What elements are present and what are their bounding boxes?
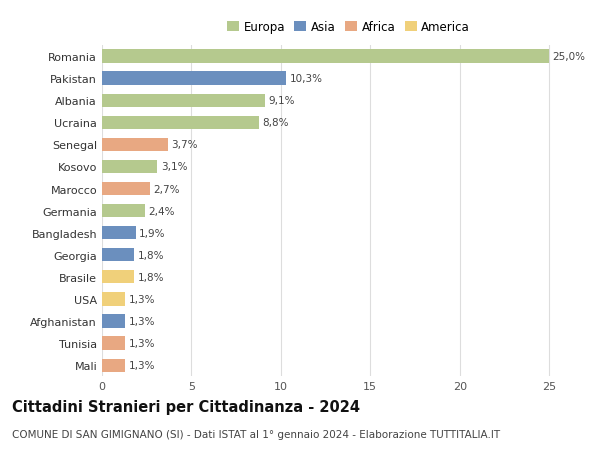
Bar (102, 161, 157, 174)
Text: 3,1%: 3,1% (161, 162, 187, 172)
Bar (102, 293, 125, 306)
Text: 1,9%: 1,9% (139, 228, 166, 238)
Text: 2,7%: 2,7% (154, 184, 180, 194)
Bar (102, 205, 145, 218)
Bar (102, 183, 150, 196)
Text: 1,3%: 1,3% (128, 294, 155, 304)
Text: 25,0%: 25,0% (553, 52, 586, 62)
Text: COMUNE DI SAN GIMIGNANO (SI) - Dati ISTAT al 1° gennaio 2024 - Elaborazione TUTT: COMUNE DI SAN GIMIGNANO (SI) - Dati ISTA… (12, 429, 500, 439)
Legend: Europa, Asia, Africa, America: Europa, Asia, Africa, America (224, 19, 472, 36)
Bar (102, 337, 125, 350)
Text: 1,3%: 1,3% (128, 338, 155, 348)
Bar (102, 359, 125, 372)
Text: 1,8%: 1,8% (137, 250, 164, 260)
Bar (102, 73, 286, 85)
Text: 2,4%: 2,4% (148, 206, 175, 216)
Bar (102, 50, 549, 63)
Text: 10,3%: 10,3% (289, 74, 322, 84)
Text: Cittadini Stranieri per Cittadinanza - 2024: Cittadini Stranieri per Cittadinanza - 2… (12, 399, 360, 414)
Text: 1,8%: 1,8% (137, 272, 164, 282)
Bar (102, 315, 125, 328)
Text: 1,3%: 1,3% (128, 316, 155, 326)
Bar (102, 227, 136, 240)
Bar (102, 271, 134, 284)
Bar (102, 249, 134, 262)
Bar (102, 95, 265, 107)
Text: 1,3%: 1,3% (128, 360, 155, 370)
Text: 3,7%: 3,7% (172, 140, 198, 150)
Text: 9,1%: 9,1% (268, 96, 295, 106)
Bar (102, 117, 259, 129)
Text: 8,8%: 8,8% (263, 118, 289, 128)
Bar (102, 139, 168, 151)
